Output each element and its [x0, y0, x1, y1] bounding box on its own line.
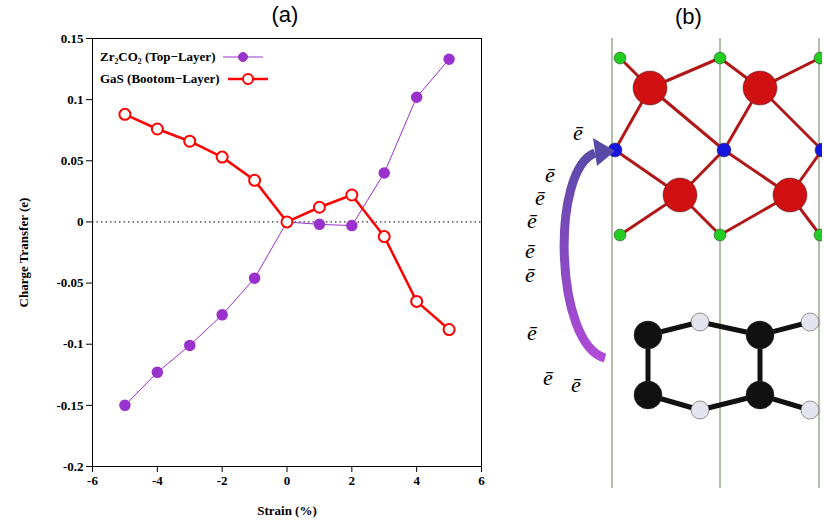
svg-text:ē: ē — [525, 262, 536, 287]
svg-text:-6: -6 — [87, 473, 98, 488]
svg-text:-0.1: -0.1 — [63, 336, 84, 351]
svg-text:Strain (%): Strain (%) — [257, 503, 317, 518]
svg-text:-0.05: -0.05 — [56, 275, 84, 290]
svg-text:4: 4 — [413, 473, 420, 488]
svg-text:ē: ē — [573, 120, 584, 145]
svg-text:-0.2: -0.2 — [63, 459, 84, 474]
svg-text:0: 0 — [77, 214, 84, 229]
svg-text:2: 2 — [349, 473, 356, 488]
svg-text:(b): (b) — [675, 4, 702, 29]
svg-text:ē: ē — [527, 208, 538, 233]
svg-text:Charge Transfer (e): Charge Transfer (e) — [16, 198, 31, 308]
svg-text:-2: -2 — [217, 473, 228, 488]
svg-text:ē: ē — [525, 238, 536, 263]
svg-text:0.05: 0.05 — [61, 153, 84, 168]
svg-text:ē: ē — [527, 320, 538, 345]
svg-text:-0.15: -0.15 — [56, 398, 84, 413]
svg-text:ē: ē — [535, 185, 546, 210]
html-text:(a): (a) — [271, 2, 299, 27]
svg-text:-4: -4 — [152, 473, 163, 488]
svg-text:6: 6 — [478, 473, 485, 488]
html-text:Zr₂CO₂ (Top−Layer): Zr₂CO₂ (Top−Layer) — [100, 49, 216, 64]
svg-text:ē: ē — [545, 162, 556, 187]
svg-text:0.1: 0.1 — [67, 92, 83, 107]
svg-text:0: 0 — [284, 473, 291, 488]
svg-text:0.15: 0.15 — [61, 31, 84, 46]
svg-text:ē: ē — [543, 365, 554, 390]
html-text:GaS (Bootom−Layer): GaS (Bootom−Layer) — [100, 71, 220, 86]
svg-text:ē: ē — [571, 372, 582, 397]
